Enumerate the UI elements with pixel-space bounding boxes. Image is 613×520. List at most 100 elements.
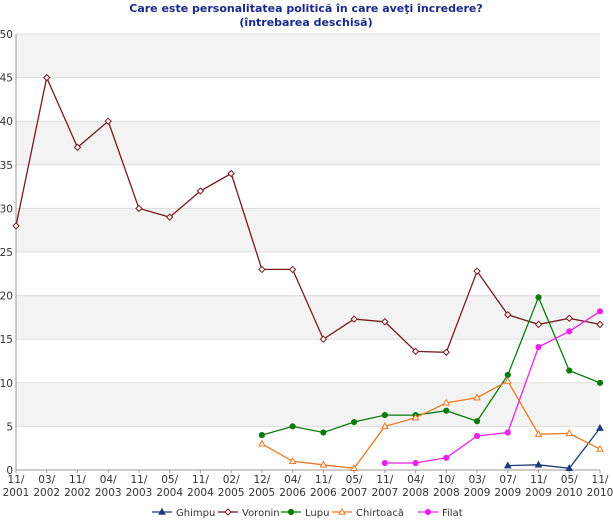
series-chirtoac--point	[503, 376, 512, 384]
x-tick-label-month: 11/	[192, 474, 209, 486]
x-tick-label-month: 11/	[315, 474, 332, 486]
x-tick-label-month: 05/	[561, 474, 578, 486]
x-tick-label-month: 03/	[38, 474, 55, 486]
x-tick-label-month: 11/	[530, 474, 547, 486]
x-tick-label-year: 2006	[279, 487, 306, 499]
legend-item-filat[interactable]: Filat	[418, 508, 463, 519]
legend-item-voronin[interactable]: Voronin	[218, 508, 280, 519]
x-tick-label-month: 04/	[100, 474, 117, 486]
y-axis-ticks: 0 5 10 15 20 25 30 35 40 45 50	[0, 29, 13, 477]
grid-band	[16, 121, 600, 165]
legend-item-ghimpu-point	[158, 507, 166, 515]
plot-background-bands	[16, 34, 600, 427]
x-tick-label-year: 2006	[310, 487, 337, 499]
series-lupu-point	[258, 432, 265, 439]
x-tick-label-month: 11/	[376, 474, 393, 486]
series-lupu-point	[473, 418, 481, 425]
x-tick-label-year: 2003	[95, 487, 122, 499]
series-voronin-point	[319, 335, 328, 343]
grid-band	[16, 295, 600, 340]
series-filat-point	[596, 308, 604, 315]
x-tick-label-year: 2001	[3, 487, 30, 499]
gridlines	[16, 33, 600, 427]
series-voronin-point	[442, 348, 451, 356]
series-voronin-point	[12, 222, 20, 230]
legend-item-chirtoac-[interactable]: Chirtoacă	[332, 507, 404, 519]
legend-item-chirtoac--label: Chirtoacă	[356, 508, 404, 519]
series-chirtoac--point	[442, 398, 451, 406]
series-voronin-point	[227, 169, 235, 178]
x-tick-label-year: 2009	[494, 487, 521, 499]
series-lupu-line	[261, 295, 601, 436]
series-lupu-point	[535, 294, 542, 301]
legend-item-lupu[interactable]: Lupu	[281, 508, 329, 519]
series-chirtoac--point	[411, 413, 420, 421]
y-tick-label: 15	[0, 334, 13, 346]
series-ghimpu-point	[503, 461, 512, 469]
series-voronin	[12, 73, 604, 356]
legend[interactable]: Ghimpu Voronin Lupu Chirtoacă Filat	[152, 507, 463, 519]
x-tick-label-year: 2007	[371, 487, 398, 499]
legend-item-lupu-point	[287, 508, 295, 516]
x-tick-label-month: 07/	[499, 474, 516, 486]
x-tick-label-month: 11/	[69, 474, 86, 486]
series-voronin-point	[288, 265, 297, 274]
series-chirtoac--point	[473, 393, 481, 401]
series-lupu-point	[320, 429, 327, 436]
x-tick-label-year: 2002	[33, 487, 60, 499]
x-tick-label-month: 10/	[438, 474, 455, 486]
legend-item-chirtoac--point	[338, 507, 346, 515]
series-chirtoac--point	[596, 444, 604, 452]
series-chirtoac--point	[380, 422, 389, 430]
y-tick-label: 45	[0, 73, 13, 85]
series-chirtoac-	[258, 376, 604, 471]
x-tick-label-month: 05/	[161, 474, 178, 486]
series-voronin-point	[258, 265, 266, 274]
series-ghimpu-line	[507, 427, 601, 469]
series-ghimpu	[503, 423, 604, 471]
series-lupu-point	[504, 371, 511, 379]
series-ghimpu-point	[596, 423, 604, 431]
x-tick-label-month: 12/	[253, 474, 270, 486]
series-voronin-point	[473, 267, 481, 275]
series-group	[12, 73, 604, 471]
series-filat-point	[566, 328, 573, 335]
series-filat-point	[381, 459, 388, 467]
x-tick-label-year: 2002	[64, 487, 91, 499]
legend-item-ghimpu-label: Ghimpu	[176, 508, 215, 519]
series-chirtoac--point	[288, 457, 297, 464]
y-tick-label: 30	[0, 203, 13, 215]
series-lupu-point	[596, 379, 604, 386]
series-voronin-point	[43, 73, 51, 82]
series-lupu-point	[289, 423, 296, 430]
x-tick-label-month: 03/	[469, 474, 486, 486]
y-tick-label: 0	[6, 465, 13, 477]
series-voronin-point	[381, 318, 389, 326]
series-voronin-line	[15, 75, 601, 353]
x-tick-label-month: 05/	[346, 474, 363, 486]
legend-item-voronin-point	[224, 508, 232, 516]
legend-item-voronin-label: Voronin	[242, 508, 280, 519]
y-tick-label: 25	[0, 247, 13, 259]
series-ghimpu-point	[534, 460, 543, 468]
series-lupu-point	[381, 411, 388, 419]
series-lupu	[258, 294, 604, 439]
x-tick-label-month: 11/	[8, 474, 25, 486]
series-filat-line	[384, 310, 601, 464]
series-chirtoac--point	[350, 464, 358, 471]
series-chirtoac--point	[258, 439, 266, 447]
x-tick-label-year: 2009	[464, 487, 491, 499]
series-voronin-point	[596, 320, 604, 329]
legend-item-ghimpu[interactable]: Ghimpu	[152, 507, 215, 519]
series-chirtoac--line	[261, 380, 601, 469]
series-voronin-point	[73, 143, 82, 152]
x-tick-label-year: 2005	[249, 487, 276, 499]
series-lupu-point	[566, 367, 573, 374]
y-tick-label: 10	[0, 378, 13, 390]
x-tick-label-year: 2004	[187, 487, 214, 499]
x-tick-label-month: 04/	[407, 474, 424, 486]
series-filat-point	[443, 454, 450, 461]
series-lupu-point	[443, 407, 450, 414]
x-tick-label-year: 2009	[525, 487, 552, 499]
y-tick-label: 35	[0, 160, 13, 172]
